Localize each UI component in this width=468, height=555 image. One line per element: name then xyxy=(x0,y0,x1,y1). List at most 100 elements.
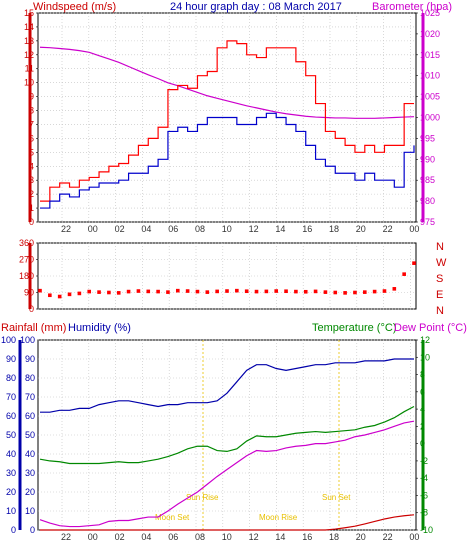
direction-point xyxy=(323,290,328,294)
direction-point xyxy=(274,289,279,293)
direction-point xyxy=(67,292,72,297)
rain-tick-label: 10 xyxy=(6,506,16,516)
wind-dir-label-0: N xyxy=(436,241,444,253)
baro-right-tick-label: 995 xyxy=(420,133,435,143)
wind-panel-x-tick-label: 12 xyxy=(249,224,259,234)
temp-panel-x-tick-label: 10 xyxy=(222,532,232,542)
direction-left-tick-label: 270 xyxy=(19,255,34,265)
temp-panel-x-tick-label: 16 xyxy=(302,532,312,542)
humidity-tick-label: 60 xyxy=(25,411,35,421)
direction-point xyxy=(107,290,111,295)
wind-panel-x-tick-label: 00 xyxy=(409,224,419,234)
baro-right-tick-label: 990 xyxy=(420,154,435,164)
direction-point xyxy=(244,289,249,294)
wind-dir-label-3: E xyxy=(436,289,443,301)
direction-point xyxy=(136,289,141,293)
wind-dir-label-2: S xyxy=(436,273,443,285)
rain-tick-label: 80 xyxy=(6,373,16,383)
direction-point xyxy=(156,289,160,294)
temp-right-tick-label: -10 xyxy=(420,525,433,535)
wind-panel-x-tick-label: 22 xyxy=(383,224,393,234)
temp-panel-x-tick-label: 02 xyxy=(115,532,125,542)
baro-right-tick-label: 1025 xyxy=(420,8,440,18)
rain-tick-label: 20 xyxy=(6,487,16,497)
direction-point xyxy=(254,289,259,294)
direction-point xyxy=(402,272,406,276)
humidity-title: Humidity (%) xyxy=(68,322,131,334)
humidity-tick-label: 40 xyxy=(25,449,35,459)
temp-panel-x-tick-label: 22 xyxy=(383,532,393,542)
direction-point xyxy=(126,289,131,294)
temp-panel-x-tick-label: 04 xyxy=(141,532,151,542)
direction-point xyxy=(343,291,347,295)
temperature-title: Temperature (°C) xyxy=(312,322,396,334)
rain-tick-label: 0 xyxy=(11,525,16,535)
sun-rise-label: Sun Rise xyxy=(186,493,219,502)
dewpoint-title: Dew Point (°C) xyxy=(394,322,467,334)
wind-panel-x-tick-label: 22 xyxy=(61,224,71,234)
chart-title: 24 hour graph day : 08 March 2017 xyxy=(170,1,342,13)
wind-panel-x-tick-label: 02 xyxy=(115,224,125,234)
temp-right-tick-label: 12 xyxy=(420,335,430,345)
direction-point xyxy=(116,291,121,295)
direction-point xyxy=(48,293,52,298)
direction-point xyxy=(284,289,288,294)
humidity-tick-label: 100 xyxy=(20,335,35,345)
humidity-tick-label: 50 xyxy=(25,430,35,440)
rain-tick-label: 50 xyxy=(6,430,16,440)
humidity-tick-label: 90 xyxy=(25,354,35,364)
chart-panels: 0123456789101112131415975980985990995100… xyxy=(1,8,440,542)
sun-set-label: Sun Set xyxy=(322,493,351,502)
rain-tick-label: 30 xyxy=(6,468,16,478)
direction-point xyxy=(372,289,377,294)
moon-set-label: Moon Set xyxy=(155,513,190,522)
direction-point xyxy=(313,289,318,294)
direction-point xyxy=(87,289,92,294)
barometer-title: Barometer (hpa) xyxy=(372,1,452,13)
barometer-line xyxy=(39,46,415,119)
temp-panel-x-tick-label: 06 xyxy=(168,532,178,542)
direction-left-tick-label: 360 xyxy=(19,238,34,248)
direction-point xyxy=(392,287,397,291)
humidity-tick-label: 20 xyxy=(25,487,35,497)
direction-point xyxy=(264,289,269,294)
temperature-line xyxy=(39,405,415,465)
direction-point xyxy=(333,290,338,295)
direction-point xyxy=(303,289,308,294)
temp-panel-x-tick-label: 22 xyxy=(61,532,71,542)
baro-right-tick-label: 1010 xyxy=(420,71,440,81)
rain-tick-label: 40 xyxy=(6,449,16,459)
baro-right-tick-label: 1005 xyxy=(420,92,440,102)
wind-panel-x-tick-label: 20 xyxy=(356,224,366,234)
direction-point xyxy=(175,288,180,293)
direction-point xyxy=(382,289,387,293)
rain-tick-label: 90 xyxy=(6,354,16,364)
baro-right-tick-label: 985 xyxy=(420,175,435,185)
temp-panel-x-tick-label: 18 xyxy=(329,532,339,542)
humidity-tick-label: 30 xyxy=(25,468,35,478)
rainfall-line xyxy=(40,514,415,531)
direction-left-tick-label: 180 xyxy=(19,271,34,281)
wind-panel-x-tick-label: 08 xyxy=(195,224,205,234)
windspeed-title: Windspeed (m/s) xyxy=(33,1,116,13)
direction-point xyxy=(38,288,42,293)
direction-point xyxy=(294,289,298,294)
direction-point xyxy=(412,261,416,265)
windspeed-line xyxy=(40,40,414,202)
wind-panel-x-tick-label: 16 xyxy=(302,224,312,234)
direction-point xyxy=(215,289,219,294)
humidity-tick-label: 70 xyxy=(25,392,35,402)
direction-point xyxy=(353,290,357,295)
moon-rise-label: Moon Rise xyxy=(259,513,298,522)
direction-point xyxy=(166,290,170,294)
wind-panel-x-tick-label: 10 xyxy=(222,224,232,234)
wind-panel-x-tick-label: 14 xyxy=(275,224,285,234)
direction-point xyxy=(97,290,101,294)
dewpoint-line xyxy=(39,420,415,528)
wind-panel-x-tick-label: 18 xyxy=(329,224,339,234)
humidity-tick-label: 10 xyxy=(25,506,35,516)
humidity-line xyxy=(40,358,414,413)
direction-point xyxy=(235,288,239,293)
direction-point xyxy=(77,291,82,296)
